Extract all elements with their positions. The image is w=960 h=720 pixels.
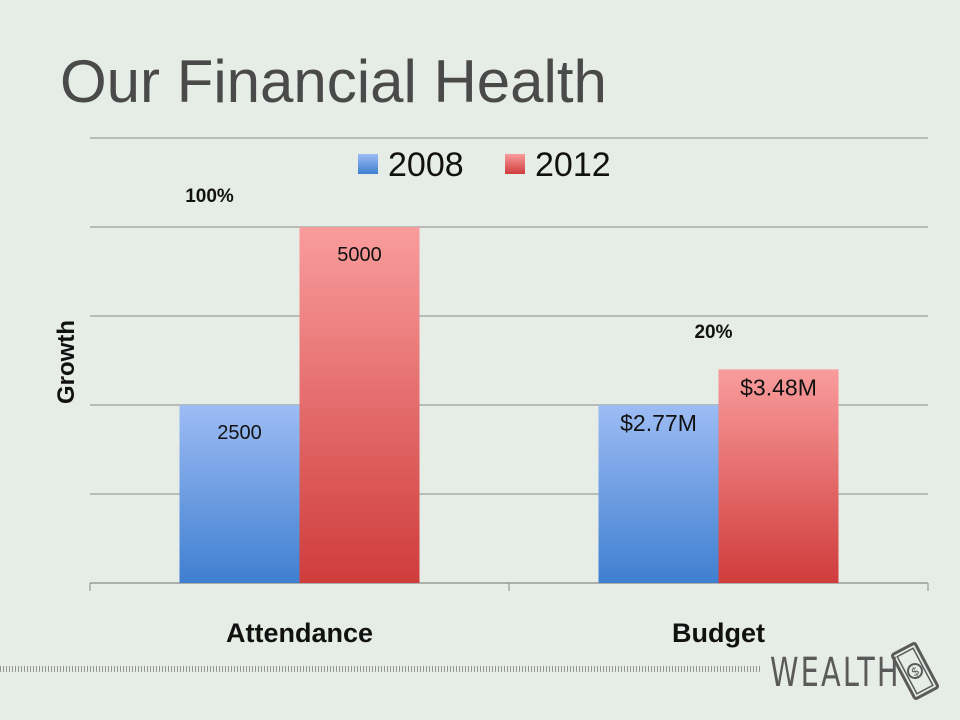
y-axis-label: Growth: [53, 320, 80, 404]
bar-2012-attendance: [299, 227, 420, 583]
x-axis-tick-label: Budget: [672, 618, 765, 648]
bar-2008-attendance: [179, 405, 300, 583]
bar-2012-budget: [718, 369, 839, 583]
legend-swatch-2008: [358, 154, 378, 174]
legend-label-2008: 2008: [388, 146, 464, 184]
growth-label: 100%: [185, 186, 234, 207]
x-axis-tick-label: Attendance: [226, 618, 373, 648]
slide-title: Our Financial Health: [60, 48, 607, 115]
growth-label: 20%: [694, 322, 732, 343]
legend-swatch-2012: [505, 154, 525, 174]
legend-label-2012: 2012: [535, 146, 611, 184]
bar-2008-budget: [598, 405, 719, 583]
money-bill-icon: $: [890, 642, 940, 700]
wealth-logo: WEALTH $: [770, 642, 940, 704]
bar-data-label: $3.48M: [740, 374, 817, 400]
bar-data-label: 2500: [217, 422, 262, 444]
bar-data-label: 5000: [337, 244, 382, 266]
logo-text: WEALTH: [770, 650, 901, 696]
footer-divider: [0, 666, 760, 672]
bar-data-label: $2.77M: [620, 410, 697, 436]
